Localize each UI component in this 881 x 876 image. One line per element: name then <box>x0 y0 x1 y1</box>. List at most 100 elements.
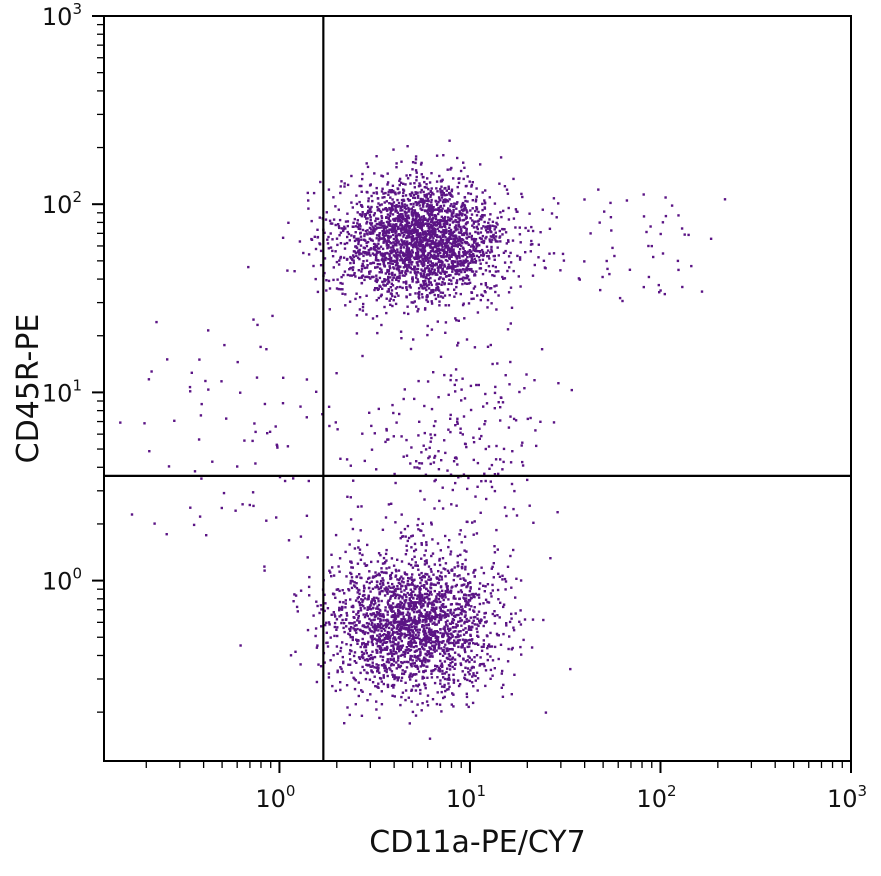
data-point <box>339 257 342 260</box>
data-point <box>490 595 493 598</box>
data-point <box>474 240 477 243</box>
data-point <box>372 191 375 195</box>
data-point <box>431 290 434 293</box>
data-point <box>490 567 493 570</box>
data-point <box>394 596 397 600</box>
data-point <box>405 236 408 240</box>
data-point <box>498 235 502 238</box>
data-point <box>401 286 404 290</box>
data-point <box>439 260 443 264</box>
data-point <box>430 328 434 331</box>
data-point <box>414 603 417 606</box>
data-point <box>403 230 406 233</box>
data-point <box>437 647 440 650</box>
data-point <box>447 614 450 617</box>
data-point <box>509 322 512 325</box>
data-point <box>415 203 418 207</box>
data-point <box>440 690 443 694</box>
data-point <box>483 472 486 475</box>
data-point <box>512 507 515 511</box>
data-point <box>441 654 445 657</box>
data-point <box>398 251 401 254</box>
data-point <box>519 645 522 649</box>
data-point <box>352 221 355 224</box>
data-point <box>407 618 410 622</box>
data-point <box>460 244 463 248</box>
data-point <box>424 661 427 664</box>
data-point <box>504 580 508 583</box>
data-point <box>482 643 486 646</box>
data-point <box>483 590 486 593</box>
data-point <box>392 435 395 438</box>
data-point <box>453 202 456 205</box>
data-point <box>440 244 443 247</box>
data-point <box>449 378 452 382</box>
data-point <box>426 333 429 337</box>
data-point <box>410 645 413 648</box>
data-point <box>382 616 385 619</box>
data-point <box>397 609 401 613</box>
data-point <box>472 237 476 241</box>
data-point <box>490 463 494 467</box>
data-point <box>363 266 366 270</box>
data-point <box>392 254 396 257</box>
data-point <box>356 222 359 225</box>
data-point <box>504 588 507 591</box>
data-point <box>442 192 445 195</box>
data-point <box>452 249 455 253</box>
data-point <box>417 295 420 299</box>
data-point <box>420 244 423 248</box>
data-point <box>449 658 452 661</box>
data-point <box>379 627 382 630</box>
data-point <box>437 222 441 225</box>
data-point <box>430 187 433 190</box>
data-point <box>528 212 531 215</box>
data-point <box>407 615 411 618</box>
data-point <box>402 266 406 269</box>
data-point <box>422 444 425 447</box>
data-point <box>370 621 374 625</box>
data-point <box>339 649 342 653</box>
data-point <box>377 407 380 411</box>
data-point <box>397 581 400 585</box>
data-point <box>385 429 388 432</box>
data-point <box>426 258 429 261</box>
data-point <box>377 239 380 242</box>
data-point <box>371 681 375 684</box>
data-point <box>375 217 378 220</box>
data-point <box>412 673 415 676</box>
data-point <box>444 643 447 646</box>
data-point <box>370 630 374 633</box>
data-point <box>438 223 442 227</box>
data-point <box>470 628 473 631</box>
data-point <box>496 246 499 249</box>
data-point <box>426 603 429 607</box>
data-point <box>362 641 365 645</box>
data-point <box>381 280 384 283</box>
data-point <box>314 277 317 281</box>
data-point <box>339 288 342 291</box>
data-point <box>433 589 436 593</box>
data-point <box>470 681 474 684</box>
data-point <box>405 204 409 207</box>
data-point <box>443 209 447 213</box>
data-point <box>392 649 395 653</box>
data-point <box>384 516 388 519</box>
data-point <box>337 225 341 228</box>
data-point <box>410 700 413 703</box>
data-point <box>409 662 412 666</box>
data-point <box>379 612 382 616</box>
data-point <box>365 259 369 262</box>
data-point <box>465 227 468 231</box>
data-point <box>509 360 512 364</box>
data-point <box>487 254 490 258</box>
data-point <box>426 253 430 257</box>
data-point <box>401 205 404 208</box>
data-point <box>487 231 490 234</box>
data-point <box>411 243 415 246</box>
data-point <box>448 257 451 261</box>
data-point <box>389 228 392 232</box>
data-point <box>450 194 453 197</box>
data-point <box>432 206 435 209</box>
data-point <box>429 578 432 582</box>
